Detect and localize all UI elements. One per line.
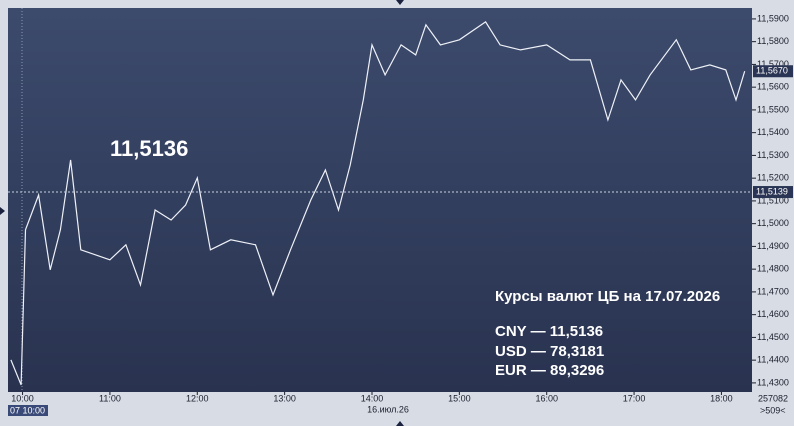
big-value: 11,5136 (110, 136, 188, 161)
rate: USD — 78,3181 (495, 343, 604, 360)
y-tick-label: 11,5100 (757, 195, 789, 205)
y-tick-label: 11,4500 (757, 332, 789, 342)
y-tick-label: 11,5900 (757, 13, 789, 23)
left-arrow (0, 207, 5, 215)
y-tick-label: 11,5700 (757, 59, 789, 69)
price-box (753, 65, 793, 78)
current-box (753, 186, 793, 199)
x-tick-label: 18:00 (710, 393, 733, 403)
x-tick-label: 15:00 (448, 393, 471, 403)
volume: 257082 (758, 393, 788, 403)
cursor-time-box (8, 405, 48, 416)
top-arrow (396, 0, 404, 5)
x-tick-label: 16:00 (535, 393, 558, 403)
current-label: 11,5139 (756, 186, 788, 196)
x-tick-label: 17:00 (623, 393, 646, 403)
price-label: 11,5670 (756, 66, 788, 76)
y-tick-label: 11,4800 (757, 264, 789, 274)
cursor-time: 07 10:00 (10, 405, 45, 415)
x-tick-label: 12:00 (186, 393, 209, 403)
bottom-arrow (396, 421, 404, 426)
y-tick-label: 11,5800 (757, 36, 789, 46)
y-tick-label: 11,4700 (757, 286, 789, 296)
y-tick-label: 11,4900 (757, 241, 789, 251)
y-tick-label: 11,5300 (757, 150, 789, 160)
y-tick-label: 11,5000 (757, 218, 789, 228)
y-tick-label: 11,5500 (757, 104, 789, 114)
plot-area (8, 8, 752, 392)
y-tick-label: 11,5600 (757, 82, 789, 92)
y-tick-label: 11,4600 (757, 309, 789, 319)
rate: CNY — 11,5136 (495, 323, 603, 340)
x-tick-label: 10:00 (11, 393, 34, 403)
y-tick-label: 11,5200 (757, 173, 789, 183)
y-tick-label: 11,5400 (757, 127, 789, 137)
price-line (10, 21, 746, 386)
rates-title: Курсы валют ЦБ на 17.07.2026 (495, 288, 720, 305)
count: >509< (760, 405, 786, 415)
x-tick-label: 13:00 (273, 393, 296, 403)
date-label: 16.июл.26 (367, 404, 409, 414)
y-tick-label: 11,4300 (757, 377, 789, 387)
x-tick-label: 11:00 (99, 393, 121, 403)
x-tick-label: 14:00 (361, 393, 384, 403)
rate: EUR — 89,3296 (495, 362, 604, 379)
y-tick-label: 11,4400 (757, 355, 789, 365)
